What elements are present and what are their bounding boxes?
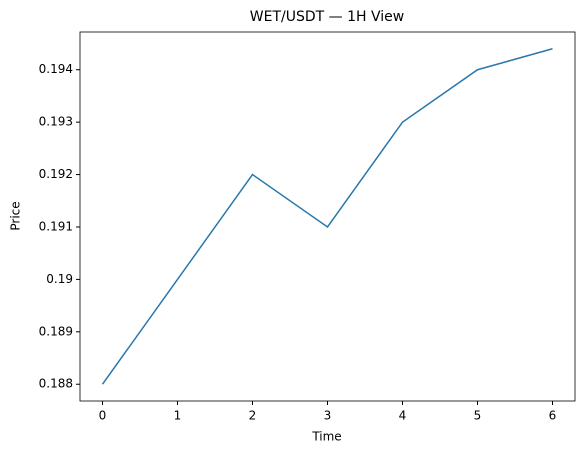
chart-title: WET/USDT — 1H View — [250, 9, 404, 25]
x-tick-label: 5 — [474, 409, 482, 423]
x-tick-label: 2 — [249, 409, 257, 423]
y-tick-label: 0.191 — [39, 219, 73, 233]
x-tick-label: 0 — [99, 409, 107, 423]
y-tick-label: 0.189 — [39, 324, 73, 338]
y-tick-label: 0.19 — [46, 272, 73, 286]
y-axis-label: Price — [9, 201, 23, 230]
x-tick-label: 6 — [549, 409, 557, 423]
y-tick-label: 0.194 — [39, 62, 73, 76]
plot-frame — [79, 31, 576, 402]
y-tick-label: 0.188 — [39, 377, 73, 391]
data-line — [101, 48, 553, 385]
x-tick-label: 3 — [324, 409, 332, 423]
x-tick-label: 4 — [399, 409, 407, 423]
x-tick-label: 1 — [174, 409, 182, 423]
y-tick-label: 0.192 — [39, 167, 73, 181]
x-axis-label: Time — [311, 430, 341, 444]
y-tick-label: 0.193 — [39, 115, 73, 129]
